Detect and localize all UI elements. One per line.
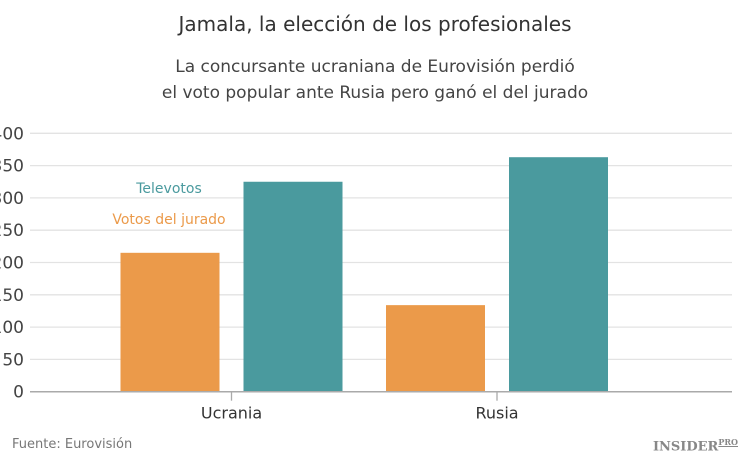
- y-tick-label: 300: [0, 189, 24, 209]
- y-tick-label: 0: [13, 383, 24, 403]
- bar-televotos-rusia: [509, 157, 608, 392]
- y-tick-label: 150: [0, 286, 24, 306]
- legend-televotos: Televotos: [135, 181, 202, 197]
- bar-jurado-ucrania: [120, 252, 220, 392]
- chart-subtitle-line-1: La concursante ucraniana de Eurovisión p…: [175, 57, 575, 77]
- y-tick-label: 100: [0, 318, 24, 338]
- bar-televotos-ucrania: [243, 181, 343, 392]
- x-tick-label: Ucrania: [201, 404, 262, 423]
- y-tick-label: 200: [0, 254, 24, 274]
- y-tick-label: 50: [2, 350, 24, 370]
- logo-sup: PRO: [718, 437, 738, 447]
- bar-jurado-rusia: [386, 305, 485, 392]
- y-tick-label: 400: [0, 124, 24, 144]
- legend-jurado: Votos del jurado: [112, 212, 225, 228]
- source-note: Fuente: Eurovisión: [12, 437, 133, 452]
- chart-title: Jamala, la elección de los profesionales: [178, 12, 572, 36]
- chart-subtitle-line-2: el voto popular ante Rusia pero ganó el …: [161, 83, 589, 103]
- insider-pro-logo: INSIDERPRO: [653, 437, 738, 454]
- x-tick-label: Rusia: [475, 404, 518, 423]
- y-tick-label: 250: [0, 221, 24, 241]
- y-tick-label: 350: [0, 157, 24, 177]
- logo-text: INSIDER: [652, 439, 719, 455]
